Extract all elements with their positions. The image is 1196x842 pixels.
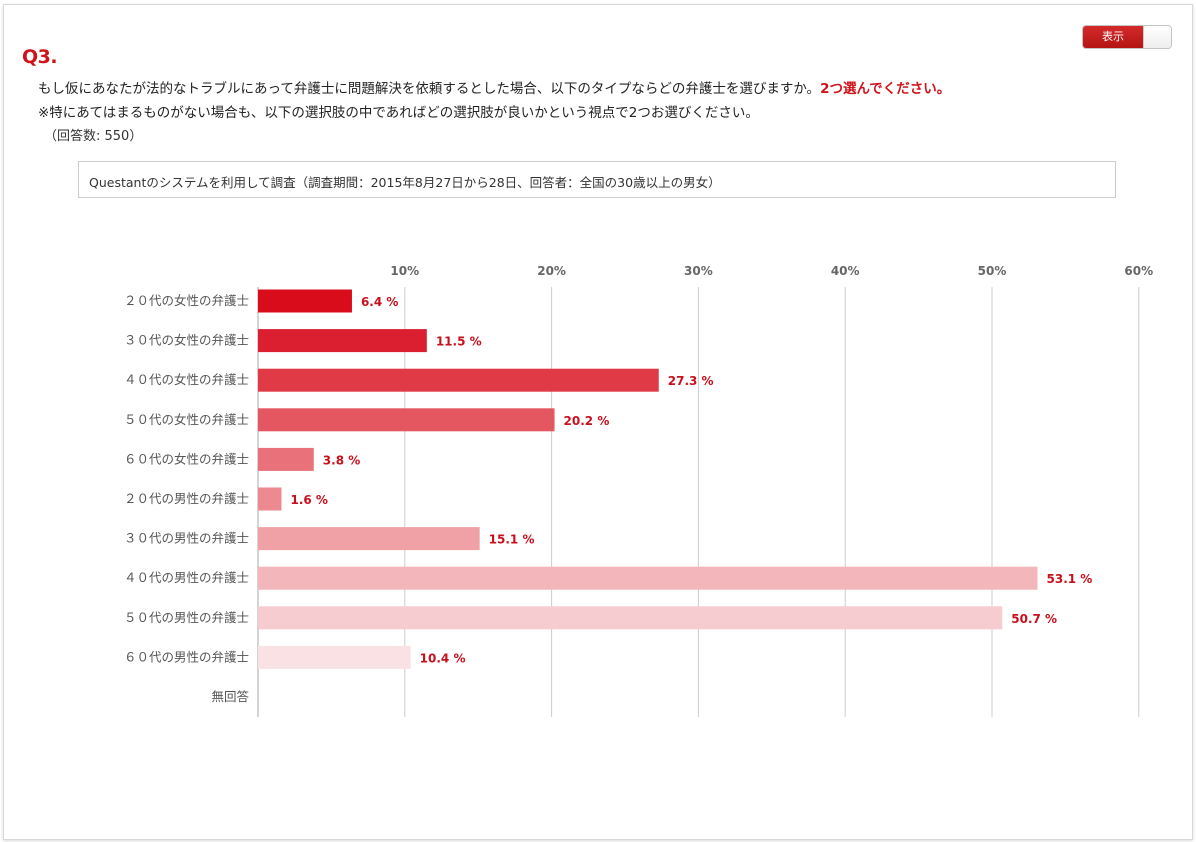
bar	[258, 487, 282, 511]
category-label: 無回答	[211, 689, 249, 704]
data-label: 53.1 %	[1047, 572, 1093, 586]
bar	[258, 447, 314, 471]
bar	[258, 606, 1003, 630]
bar	[258, 527, 480, 551]
survey-note-box: Questantのシステムを利用して調査（調査期間：2015年8月27日から28…	[78, 161, 1116, 198]
survey-note-text: Questantのシステムを利用して調査（調査期間：2015年8月27日から28…	[89, 175, 721, 190]
category-label: ６０代の男性の弁護士	[124, 649, 249, 664]
display-toggle-label: 表示	[1083, 26, 1143, 48]
question-main-text: もし仮にあなたが法的なトラブルにあって弁護士に問題解決を依頼するとした場合、以下…	[38, 81, 821, 97]
data-label: 10.4 %	[420, 651, 466, 665]
display-toggle[interactable]: 表示	[1082, 25, 1172, 49]
x-tick-label: 50%	[978, 264, 1007, 278]
question-emphasis: 2つ選んでください。	[820, 81, 951, 97]
category-label: ５０代の男性の弁護士	[124, 610, 249, 625]
x-tick-label: 10%	[390, 264, 419, 278]
data-label: 27.3 %	[668, 374, 714, 388]
data-label: 3.8 %	[323, 453, 360, 467]
category-label: ４０代の男性の弁護士	[124, 570, 249, 585]
display-toggle-knob[interactable]	[1143, 26, 1171, 48]
bar	[258, 368, 659, 392]
data-label: 50.7 %	[1011, 612, 1057, 626]
question-note: ※特にあてはまるものがない場合も、以下の選択肢の中であればどの選択肢が良いかとい…	[38, 105, 759, 121]
x-tick-label: 30%	[684, 264, 713, 278]
data-label: 6.4 %	[361, 295, 398, 309]
bar	[258, 408, 555, 432]
category-label: ２０代の女性の弁護士	[124, 293, 249, 308]
bar	[258, 645, 411, 669]
category-label: ４０代の女性の弁護士	[124, 372, 249, 387]
x-tick-label: 40%	[831, 264, 860, 278]
category-label: ６０代の女性の弁護士	[124, 451, 249, 466]
category-label: ５０代の女性の弁護士	[124, 412, 249, 427]
bar	[258, 289, 352, 313]
data-label: 11.5 %	[436, 335, 482, 349]
data-label: 1.6 %	[290, 493, 327, 507]
x-tick-label: 60%	[1124, 264, 1153, 278]
respondent-count: （回答数: 550）	[44, 129, 143, 144]
x-tick-label: 20%	[537, 264, 566, 278]
bar	[258, 566, 1038, 590]
category-label: ３０代の男性の弁護士	[124, 531, 249, 546]
category-label: ３０代の女性の弁護士	[124, 333, 249, 348]
question-text: もし仮にあなたが法的なトラブルにあって弁護士に問題解決を依頼するとした場合、以下…	[38, 77, 950, 97]
category-label: ２０代の男性の弁護士	[124, 491, 249, 506]
data-label: 20.2 %	[564, 414, 610, 428]
panel	[3, 4, 1193, 840]
bar	[258, 329, 427, 353]
data-label: 15.1 %	[489, 533, 535, 547]
question-number: Q3.	[22, 46, 58, 68]
